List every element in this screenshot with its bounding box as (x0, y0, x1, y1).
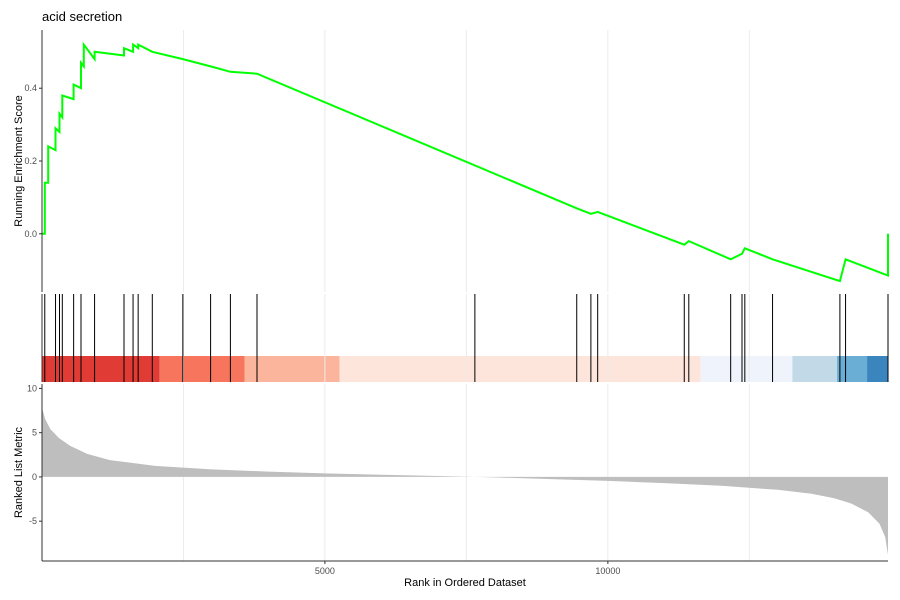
running-score-y-tick-label: 0.2 (24, 156, 37, 166)
running-score-y-ticks: 0.0 0.2 0.4 (24, 83, 42, 239)
ranked-metric-y-tick-label: -5 (29, 516, 37, 526)
ranked-metric-area (42, 407, 888, 555)
ranked-metric-y-axis-label: Ranked List Metric (13, 426, 25, 518)
ranked-metric-y-ticks: -5 0 5 10 (27, 383, 42, 526)
gene-hit-marks (41, 294, 889, 382)
ranked-metric-panel: -5 0 5 10 5000 10000 Ranked List Metric Rank… (13, 383, 888, 589)
ranked-metric-y-tick-label: 5 (32, 428, 37, 438)
rank-color-segment (792, 356, 838, 382)
rank-color-segment (339, 356, 701, 382)
ranked-metric-x-axis-label: Rank in Ordered Dataset (404, 577, 526, 589)
rank-color-segment (42, 356, 160, 382)
running-score-y-axis-label: Running Enrichment Score (13, 95, 25, 226)
ranked-metric-x-tick-label: 10000 (595, 566, 620, 576)
rank-color-segment (837, 356, 868, 382)
rank-color-segment (159, 356, 245, 382)
ranked-metric-x-tick-label: 5000 (315, 566, 335, 576)
running-score-panel: 0.0 0.2 0.4 Running Enrichment Score (13, 30, 889, 292)
ranked-metric-y-tick-label: 10 (27, 383, 37, 393)
ranked-metric-y-tick-label: 0 (32, 472, 37, 482)
rank-color-segment (867, 356, 888, 382)
rank-color-bar (42, 356, 888, 382)
running-enrichment-score-line (42, 41, 889, 283)
ranked-metric-x-ticks: 5000 10000 (315, 561, 620, 576)
running-score-y-tick-label: 0.4 (24, 83, 37, 93)
rank-color-segment (700, 356, 793, 382)
hits-gridlines (182, 294, 750, 382)
rank-color-segment (244, 356, 340, 382)
hits-panel (41, 294, 889, 382)
running-score-y-tick-label: 0.0 (24, 229, 37, 239)
plot-title: acid secretion (42, 9, 122, 24)
